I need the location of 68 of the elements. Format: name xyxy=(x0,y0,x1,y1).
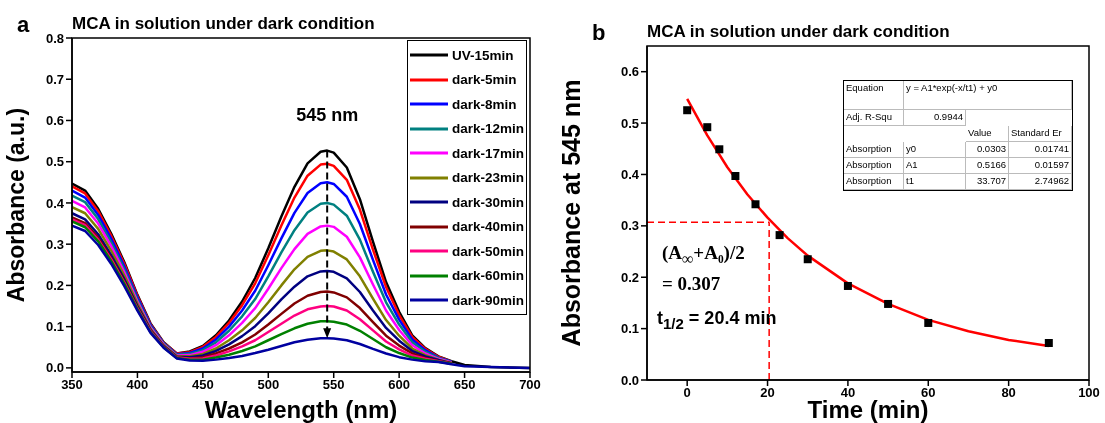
y-tick-label: 0.5 xyxy=(620,115,639,131)
annotation: 0.01741 xyxy=(1009,142,1072,158)
annotation: = 0.307 xyxy=(662,271,722,296)
x-tick-label: 20 xyxy=(760,385,775,401)
annotation: 545 nm xyxy=(296,104,359,125)
legend-label: UV-15min xyxy=(451,47,514,63)
annotation: Absorption xyxy=(844,142,904,158)
y-tick-label: 0.1 xyxy=(620,321,639,337)
y-axis-title: Absorbance (a.u.) xyxy=(2,106,30,305)
legend-label: dark-30min xyxy=(451,194,524,210)
x-tick-label: 450 xyxy=(192,377,214,393)
y-tick-label: 0.4 xyxy=(620,167,640,183)
legend-label: dark-40min xyxy=(451,219,524,235)
annotation: Standard Er xyxy=(1009,126,1072,142)
annotation: y0 xyxy=(904,142,966,158)
annotation: 0.5166 xyxy=(966,158,1009,174)
legend-label: dark-12min xyxy=(451,121,524,137)
annotation: 33.707 xyxy=(966,174,1009,190)
annotation: 2.74962 xyxy=(1009,174,1072,190)
annotation: t$_{1/2}$ = 20.4 min xyxy=(657,308,777,332)
y-tick-label: 0.2 xyxy=(620,269,639,285)
x-tick-label: 350 xyxy=(61,377,83,393)
y-tick-label: 0.3 xyxy=(45,236,64,252)
annotation: 0.9944 xyxy=(904,110,966,126)
legend-label: dark-17min xyxy=(451,145,524,161)
annotation: y = A1*exp(-x/t1) + y0 xyxy=(904,81,1072,110)
y-tick-label: 0.4 xyxy=(45,195,65,211)
annotation: Absorption xyxy=(844,158,904,174)
x-tick-label: 100 xyxy=(1078,385,1100,401)
legend-label: dark-90min xyxy=(451,292,524,308)
x-tick-label: 700 xyxy=(519,377,541,393)
x-tick-label: 80 xyxy=(1001,385,1016,401)
x-tick-label: 0 xyxy=(683,385,691,401)
annotation: (A$_{∞}$+A₀)/2 xyxy=(662,241,745,269)
y-tick-label: 0.0 xyxy=(45,360,64,376)
text: a xyxy=(17,12,30,38)
x-tick-label: 550 xyxy=(322,377,345,393)
x-axis-title: Wavelength (nm) xyxy=(203,396,399,423)
annotation: Adj. R-Squ xyxy=(844,110,904,126)
text: b xyxy=(592,20,606,46)
y-tick-label: 0.2 xyxy=(45,278,64,294)
y-tick-label: 0.5 xyxy=(45,154,64,170)
legend-label: dark-50min xyxy=(451,243,524,259)
annotation: A1 xyxy=(904,158,966,174)
annotation: Absorption xyxy=(844,174,904,190)
chart-title: MCA in solution under dark condition xyxy=(647,22,950,42)
y-tick-label: 0.0 xyxy=(620,372,639,388)
y-tick-label: 0.8 xyxy=(45,30,64,46)
legend-label: dark-60min xyxy=(451,268,524,284)
legend-label: dark-23min xyxy=(451,170,524,186)
y-tick-label: 0.3 xyxy=(620,218,639,234)
y-axis-title: Absorbance at 545 nm xyxy=(557,78,585,349)
x-tick-label: 600 xyxy=(388,377,410,393)
annotation: Value xyxy=(966,126,1009,142)
legend-label: dark-8min xyxy=(451,96,517,112)
y-tick-label: 0.6 xyxy=(45,113,64,129)
annotation: Equation xyxy=(844,81,904,110)
y-tick-label: 0.1 xyxy=(45,319,64,335)
x-tick-label: 400 xyxy=(126,377,149,393)
x-tick-label: 500 xyxy=(257,377,280,393)
annotation: 0.0303 xyxy=(966,142,1009,158)
annotation: t1 xyxy=(904,174,966,190)
legend-label: dark-5min xyxy=(451,72,517,88)
y-tick-label: 0.7 xyxy=(45,71,64,87)
x-tick-label: 650 xyxy=(453,377,476,393)
chart-title: MCA in solution under dark condition xyxy=(72,14,375,34)
y-tick-label: 0.6 xyxy=(620,64,639,80)
annotation: 0.01597 xyxy=(1009,158,1072,174)
